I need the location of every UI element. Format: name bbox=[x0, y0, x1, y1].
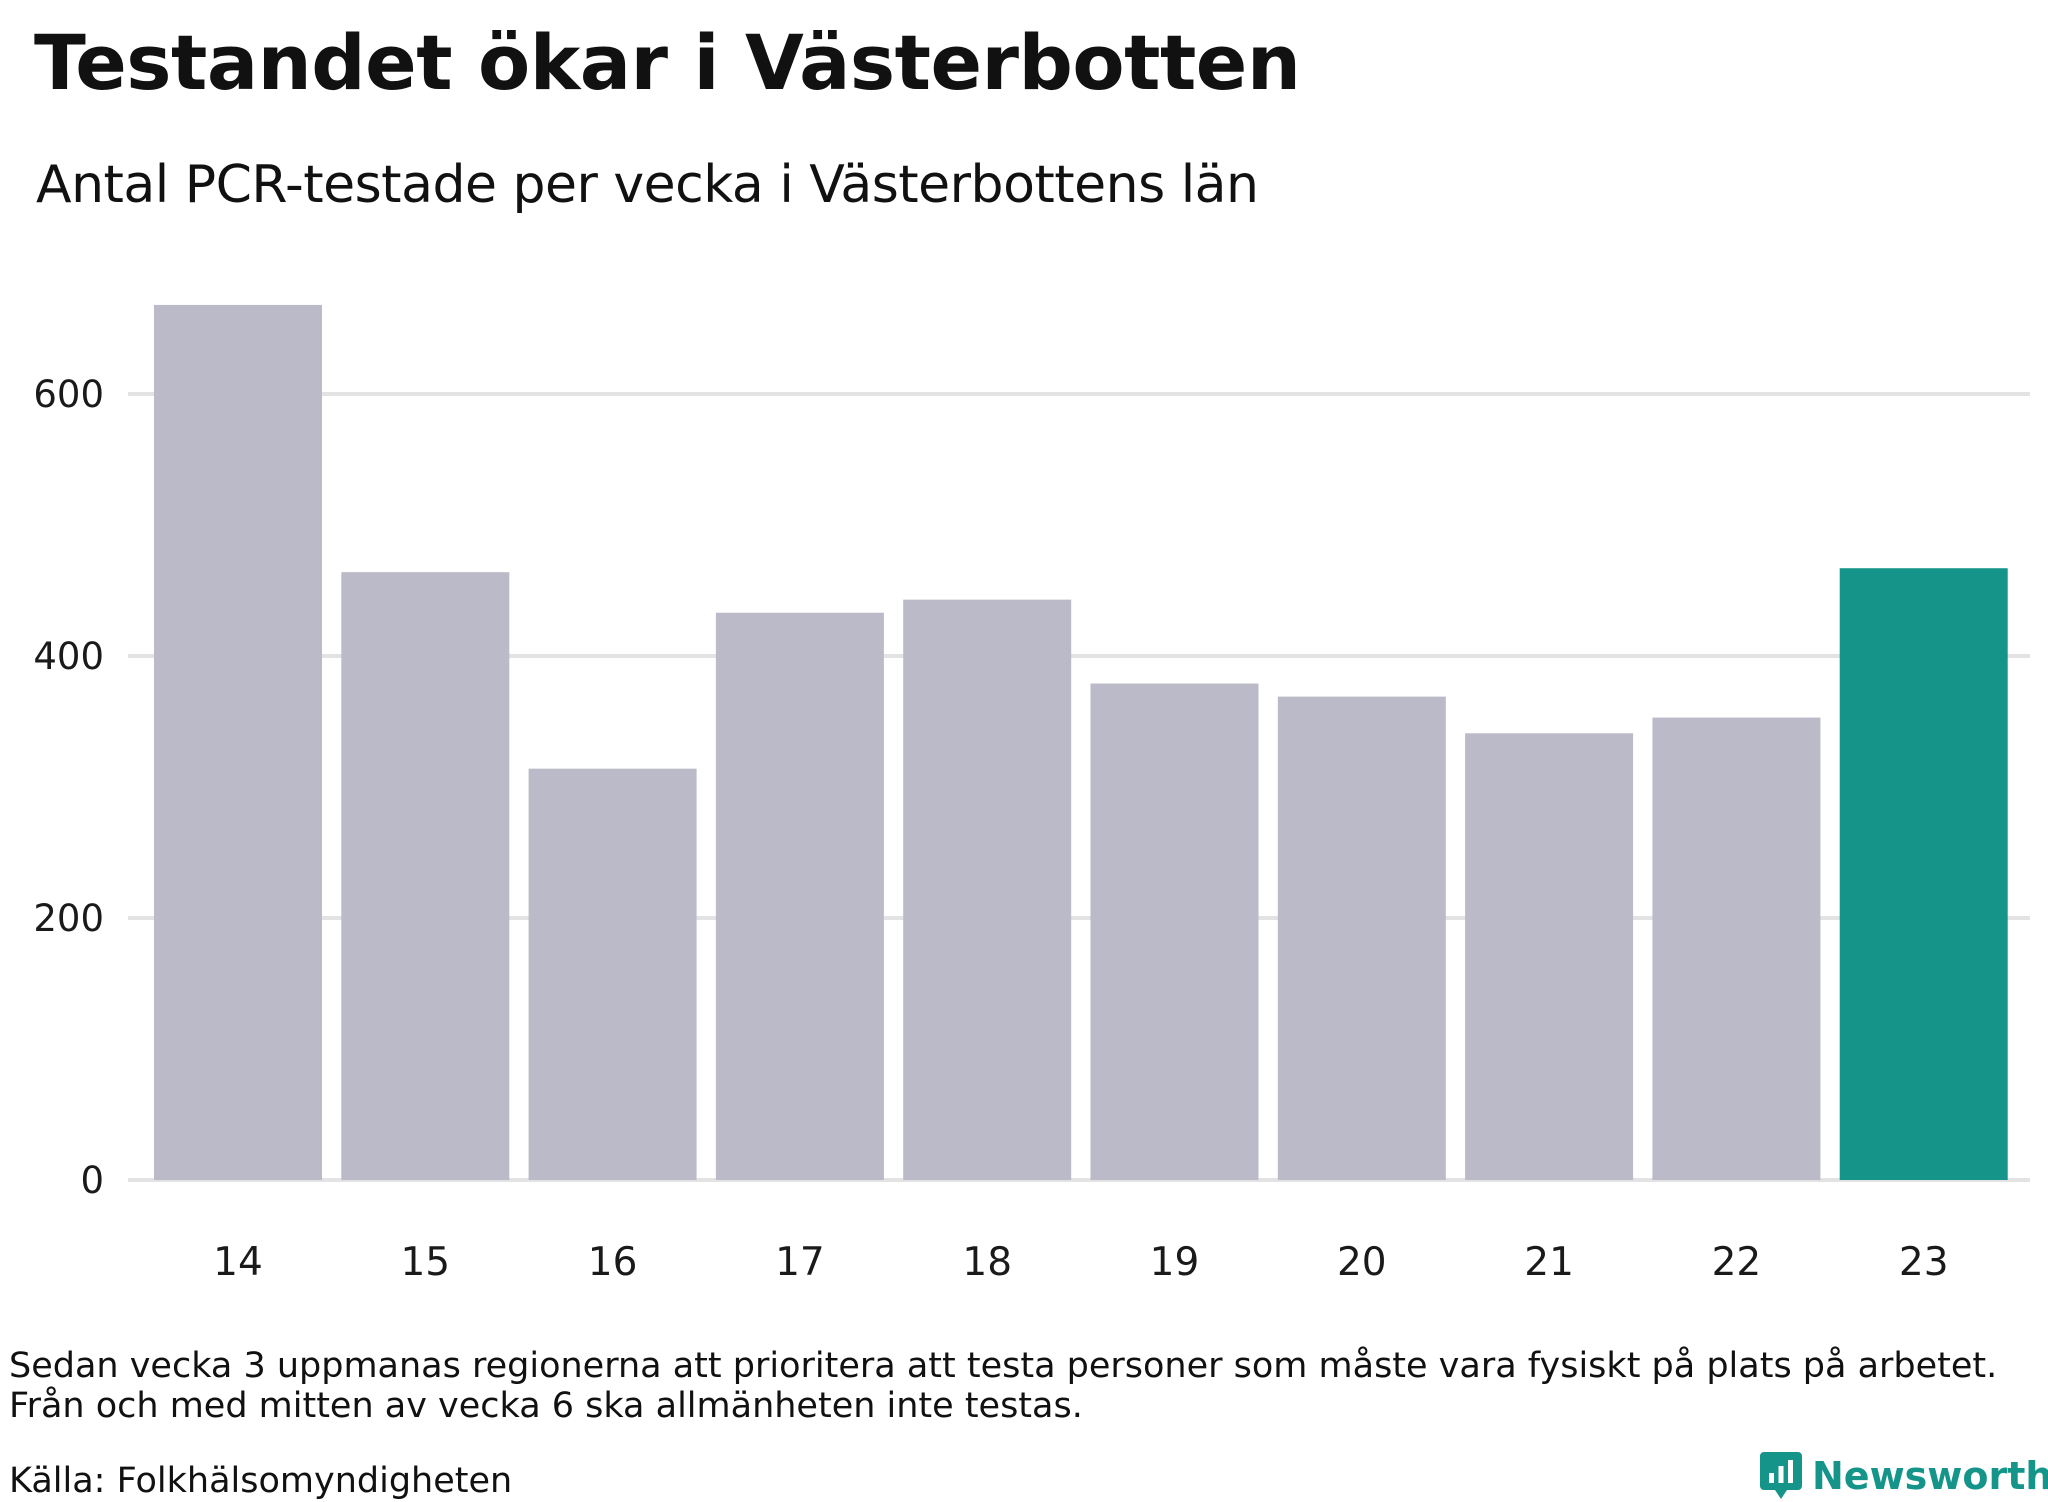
x-tick-label-17: 17 bbox=[775, 1240, 825, 1285]
x-tick-label-16: 16 bbox=[588, 1240, 638, 1285]
x-tick-label-19: 19 bbox=[1150, 1240, 1200, 1285]
y-axis-ticks: 0 200 400 600 bbox=[33, 373, 104, 1202]
bar-week-23 bbox=[1839, 568, 2008, 1180]
chart-subtitle: Antal PCR-testade per vecka i Västerbott… bbox=[36, 155, 1259, 215]
x-tick-label-20: 20 bbox=[1337, 1240, 1387, 1285]
x-tick-label-21: 21 bbox=[1524, 1240, 1574, 1285]
y-tick-label-200: 200 bbox=[33, 897, 104, 940]
bars bbox=[154, 304, 2008, 1180]
x-tick-label-14: 14 bbox=[213, 1240, 263, 1285]
chart-note: Sedan vecka 3 uppmanas regionerna att pr… bbox=[9, 1346, 1997, 1426]
note-line-2: Från och med mitten av vecka 6 ska allmä… bbox=[9, 1386, 1083, 1426]
chart-title: Testandet ökar i Västerbotten bbox=[34, 18, 1301, 107]
y-tick-label-400: 400 bbox=[33, 635, 104, 678]
bar-week-14 bbox=[154, 304, 322, 1180]
bar-week-15 bbox=[341, 572, 510, 1180]
x-tick-label-22: 22 bbox=[1712, 1240, 1762, 1285]
bar-week-21 bbox=[1465, 733, 1634, 1180]
brand-logo: Newsworthy bbox=[1760, 1450, 2048, 1502]
note-line-1: Sedan vecka 3 uppmanas regionerna att pr… bbox=[9, 1346, 1998, 1386]
x-tick-label-18: 18 bbox=[962, 1240, 1012, 1285]
bar-chart: 0 200 400 600 14 15 16 17 18 19 20 21 22 23 bbox=[33, 304, 2030, 1285]
brand-name: Newsworthy bbox=[1812, 1454, 2048, 1498]
bar-week-22 bbox=[1652, 717, 1821, 1180]
x-tick-label-23: 23 bbox=[1899, 1240, 1949, 1285]
bar-week-17 bbox=[715, 612, 884, 1180]
source-label: Källa: Folkhälsomyndigheten bbox=[9, 1461, 513, 1501]
bar-week-18 bbox=[903, 599, 1072, 1180]
newsworthy-logo-icon bbox=[1760, 1452, 1802, 1499]
bar-week-20 bbox=[1277, 696, 1446, 1180]
x-axis-ticks: 14 15 16 17 18 19 20 21 22 23 bbox=[213, 1240, 1948, 1285]
y-tick-label-0: 0 bbox=[80, 1159, 104, 1202]
x-tick-label-15: 15 bbox=[400, 1240, 450, 1285]
bar-week-19 bbox=[1090, 683, 1259, 1180]
y-tick-label-600: 600 bbox=[33, 373, 104, 416]
bar-week-16 bbox=[528, 768, 697, 1180]
